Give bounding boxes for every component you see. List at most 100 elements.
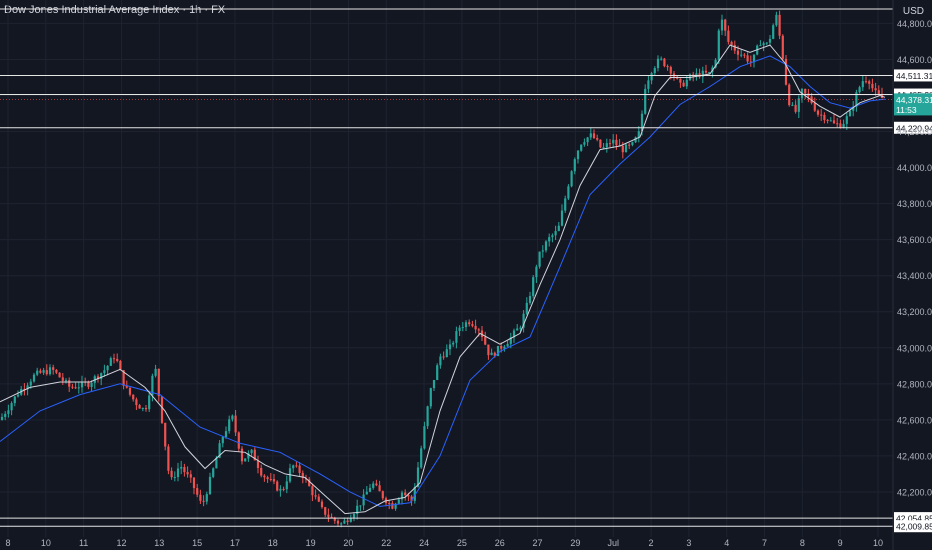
candle-body bbox=[192, 477, 196, 489]
candle-body bbox=[359, 505, 362, 507]
candle-body bbox=[720, 19, 724, 31]
candle-body bbox=[388, 503, 391, 505]
candle-body bbox=[276, 481, 279, 491]
candle-body bbox=[180, 467, 183, 469]
candle-body bbox=[4, 413, 7, 417]
candle-body bbox=[778, 14, 781, 36]
currency-label[interactable]: USD bbox=[902, 6, 924, 17]
candle-body bbox=[61, 377, 64, 381]
price-axis[interactable]: 42,200.00 42,400.00 42,600.00 42,800.00 43,0… bbox=[897, 19, 932, 498]
candle-body bbox=[580, 144, 583, 151]
candle-body bbox=[423, 426, 426, 449]
level-label: 44,511.31 bbox=[896, 71, 932, 81]
candle-body bbox=[16, 394, 20, 397]
candle-body bbox=[650, 73, 653, 81]
candle-body bbox=[170, 470, 173, 478]
candle-body bbox=[586, 137, 589, 143]
candle-body bbox=[119, 360, 122, 371]
candle-body bbox=[253, 449, 256, 461]
candle-body bbox=[804, 88, 807, 94]
x-tick-label: 3 bbox=[686, 538, 691, 548]
candle-body bbox=[471, 324, 474, 326]
candle-body bbox=[852, 106, 855, 111]
y-tick-label: 44,800.00 bbox=[897, 19, 932, 29]
candle-body bbox=[525, 302, 528, 314]
candle-body bbox=[701, 70, 704, 77]
candle-body bbox=[599, 139, 602, 148]
candle-body bbox=[560, 210, 564, 226]
candle-body bbox=[244, 458, 247, 462]
candle-body bbox=[519, 327, 522, 329]
candle-body bbox=[576, 150, 580, 160]
candle-body bbox=[410, 496, 413, 501]
x-tick-label: 18 bbox=[268, 538, 278, 548]
candle-body bbox=[138, 405, 141, 409]
candle-body bbox=[23, 389, 26, 391]
candle-body bbox=[202, 500, 205, 502]
candle-body bbox=[708, 72, 711, 74]
candle-body bbox=[717, 30, 720, 60]
candle-body bbox=[784, 58, 788, 85]
x-tick-label: 8 bbox=[5, 538, 10, 548]
candle-body bbox=[871, 83, 874, 89]
candle-body bbox=[269, 479, 272, 481]
candle-body bbox=[212, 468, 215, 477]
candle-body bbox=[512, 330, 516, 338]
candle-body bbox=[772, 25, 775, 39]
candle-body bbox=[151, 375, 154, 396]
candle-body bbox=[100, 373, 103, 379]
candle-body bbox=[538, 251, 541, 267]
candle-body bbox=[660, 58, 663, 60]
candle-body bbox=[372, 483, 375, 488]
candle-body bbox=[407, 495, 410, 497]
candle-body bbox=[794, 104, 797, 112]
candle-body bbox=[461, 327, 464, 329]
candle-body bbox=[173, 477, 176, 479]
x-tick-label: 10 bbox=[873, 538, 883, 548]
candle-body bbox=[628, 144, 631, 146]
candle-body bbox=[823, 114, 826, 120]
candle-body bbox=[330, 516, 333, 518]
ma-fast-line bbox=[0, 44, 886, 515]
candle-body bbox=[141, 407, 144, 409]
candle-body bbox=[682, 82, 685, 87]
candle-body bbox=[218, 443, 221, 458]
y-tick-label: 42,200.00 bbox=[897, 487, 932, 497]
last-price-value: 44,378.31 bbox=[896, 95, 932, 105]
candle-body bbox=[724, 19, 727, 31]
y-tick-label: 43,400.00 bbox=[897, 271, 932, 281]
x-tick-label: 26 bbox=[495, 538, 505, 548]
candle-body bbox=[535, 266, 538, 278]
candle-body bbox=[509, 337, 512, 344]
candle-body bbox=[356, 505, 359, 515]
candle-body bbox=[237, 432, 240, 449]
candle-body bbox=[362, 494, 365, 506]
candle-body bbox=[842, 123, 845, 128]
candle-body bbox=[10, 403, 13, 411]
candle-body bbox=[29, 381, 32, 386]
candle-body bbox=[602, 147, 605, 149]
time-axis[interactable]: 8 10 11 12 13 15 17 18 19 20 22 24 25 26 27 29 Jul 2 3 4 7 8 9… bbox=[5, 538, 883, 548]
candle-body bbox=[45, 370, 48, 375]
y-tick-label: 43,000.00 bbox=[897, 343, 932, 353]
x-tick-label: 12 bbox=[116, 538, 126, 548]
candle-body bbox=[631, 142, 634, 145]
candle-body bbox=[282, 488, 285, 490]
candle-body bbox=[186, 472, 189, 475]
horizontal-levels[interactable]: 44,511.3144,405.3844,220.9442,054.8542,0… bbox=[0, 8, 932, 533]
candle-body bbox=[176, 468, 180, 478]
x-tick-label: 8 bbox=[800, 538, 805, 548]
candle-body bbox=[615, 139, 618, 146]
candle-body bbox=[752, 54, 756, 63]
candle-body bbox=[445, 349, 448, 358]
candle-body bbox=[647, 80, 650, 89]
candle-body bbox=[704, 70, 708, 73]
x-tick-label: 4 bbox=[724, 538, 729, 548]
candle-body bbox=[42, 370, 45, 373]
candle-body bbox=[80, 381, 84, 388]
candle-body bbox=[656, 58, 660, 69]
level-label-bg bbox=[894, 69, 932, 82]
level-label: 42,009.85 bbox=[896, 522, 932, 532]
candle-body bbox=[106, 365, 109, 371]
